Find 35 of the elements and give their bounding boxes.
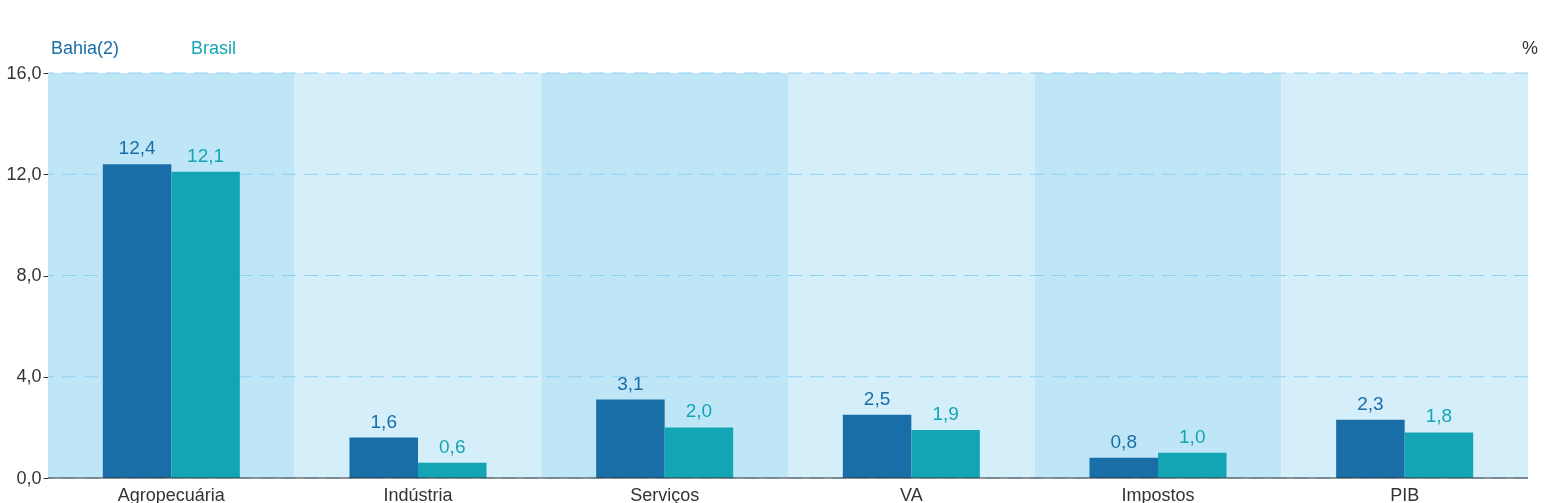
bar bbox=[418, 462, 487, 478]
y-tick-label: 8,0 bbox=[16, 265, 42, 285]
data-label: 1,8 bbox=[1425, 405, 1453, 427]
data-label: 0,6 bbox=[439, 435, 466, 457]
data-label: 3,1 bbox=[617, 372, 644, 394]
bar bbox=[1089, 457, 1158, 478]
bar bbox=[664, 427, 734, 478]
x-tick-label: Indústria bbox=[383, 484, 454, 503]
data-label: 2,0 bbox=[685, 400, 713, 422]
y-tick-label: 16,0 bbox=[6, 62, 42, 83]
data-label: 2,3 bbox=[1357, 392, 1384, 414]
bar bbox=[349, 437, 418, 478]
bar bbox=[102, 164, 172, 478]
data-label: 12,4 bbox=[118, 137, 156, 159]
y-axis-title: % bbox=[1521, 38, 1538, 58]
bar bbox=[842, 414, 912, 478]
bar bbox=[1404, 432, 1474, 478]
x-tick-label: PIB bbox=[1390, 484, 1420, 503]
data-label: 12,1 bbox=[187, 144, 225, 166]
bar bbox=[596, 399, 665, 478]
data-label: 1,6 bbox=[370, 410, 397, 432]
data-label: 1,0 bbox=[1179, 425, 1206, 447]
data-label: 0,8 bbox=[1110, 430, 1137, 452]
y-tick-label: 0,0 bbox=[16, 467, 42, 488]
text: Bahia(2) bbox=[51, 38, 120, 58]
bar bbox=[1336, 419, 1405, 478]
bar bbox=[1158, 452, 1227, 478]
bar bbox=[171, 171, 240, 478]
y-tick-label: 12,0 bbox=[6, 163, 42, 184]
data-label: 1,9 bbox=[932, 402, 959, 424]
bar bbox=[911, 429, 980, 478]
y-tick-label: 4,0 bbox=[16, 366, 42, 387]
text: Brasil bbox=[191, 38, 237, 58]
data-label: 2,5 bbox=[863, 387, 891, 409]
x-tick-label: VA bbox=[899, 484, 923, 503]
